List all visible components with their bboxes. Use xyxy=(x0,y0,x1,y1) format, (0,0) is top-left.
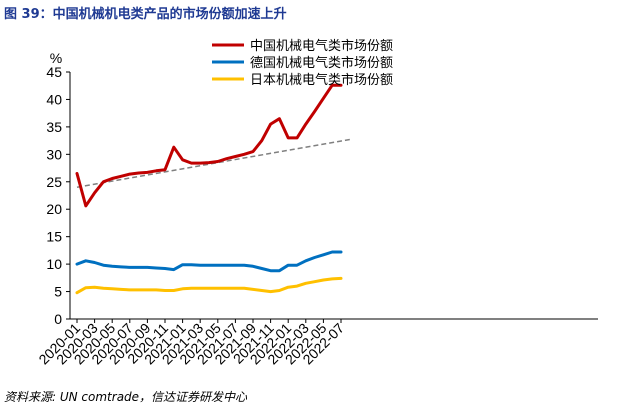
series-2 xyxy=(75,276,343,295)
y-tick-label: 30 xyxy=(46,146,62,162)
legend-label: 德国机械电气类市场份额 xyxy=(250,55,393,71)
y-tick-label: 0 xyxy=(54,311,62,327)
figure-source: 资料来源: UN comtrade，信达证券研发中心 xyxy=(4,390,248,404)
y-tick-label: 15 xyxy=(46,229,62,245)
series-line xyxy=(75,250,343,273)
series-line xyxy=(75,276,343,295)
y-axis-ticks: 0 5 10 15 20 25 30 35 40 45 xyxy=(46,64,70,327)
series-1 xyxy=(75,250,343,273)
x-axis-ticks: 2020-012020-032020-052020-072020-092020-… xyxy=(35,319,347,367)
y-tick-label: 35 xyxy=(46,119,62,135)
y-tick-label: 5 xyxy=(54,284,62,300)
legend-item-1: 德国机械电气类市场份额 xyxy=(212,55,393,71)
legend-label: 日本机械电气类市场份额 xyxy=(250,72,393,88)
legend-label: 中国机械电气类市场份额 xyxy=(250,38,393,54)
y-tick-label: 10 xyxy=(46,256,62,272)
axes: % xyxy=(50,50,598,320)
legend-item-0: 中国机械电气类市场份额 xyxy=(212,38,393,54)
series-layer xyxy=(75,83,343,295)
y-tick-label: 20 xyxy=(46,201,62,217)
y-tick-label: 45 xyxy=(46,64,62,80)
figure-title: 图 39：中国机械机电类产品的市场份额加速上升 xyxy=(4,7,287,22)
y-tick-label: 25 xyxy=(46,174,62,190)
y-tick-label: 40 xyxy=(46,91,62,107)
series-0 xyxy=(75,83,343,208)
series-line xyxy=(75,83,343,208)
y-axis-unit-label: % xyxy=(50,50,62,66)
legend-item-2: 日本机械电气类市场份额 xyxy=(212,72,393,88)
